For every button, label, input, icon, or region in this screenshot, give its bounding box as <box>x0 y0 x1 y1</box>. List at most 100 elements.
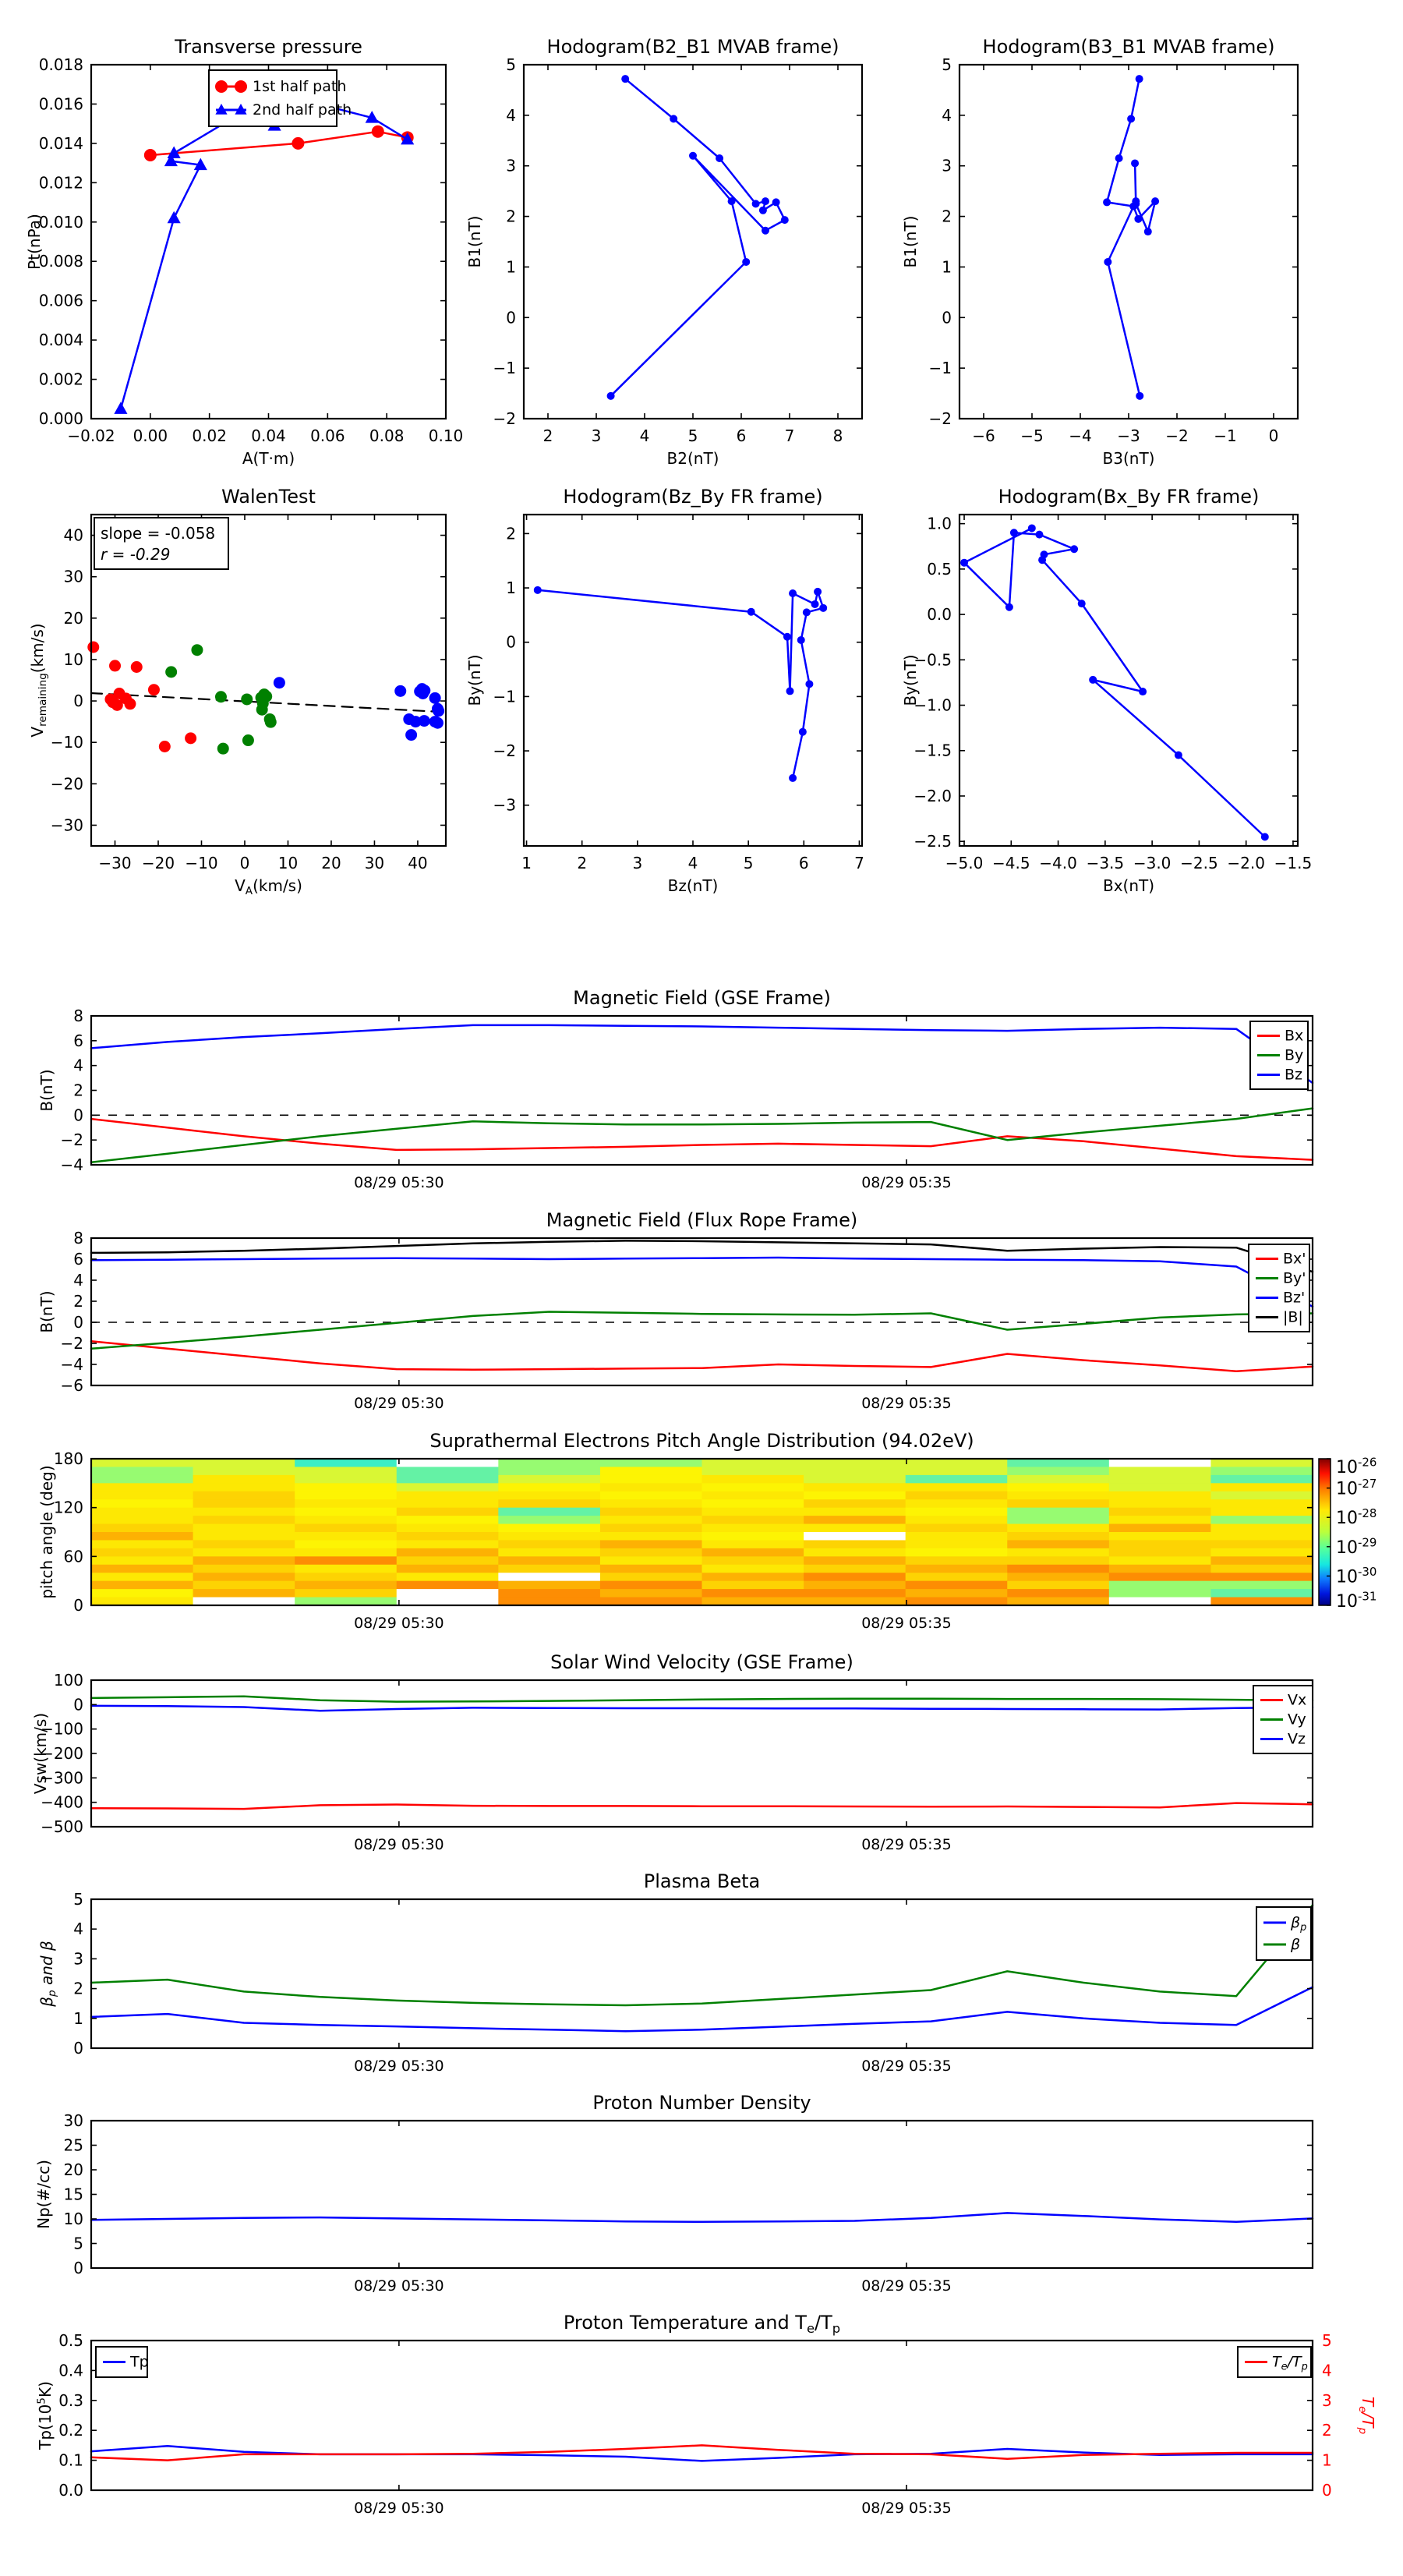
marker-dot <box>431 717 444 729</box>
x-tick-label: 4 <box>688 854 698 872</box>
y-axis-label: B1(nT) <box>465 216 484 268</box>
panel-proton-temp: 08/29 05:30 08/29 05:35 0.0 0.1 0.2 0.3 0.4 0.5… <box>35 2312 1377 2517</box>
heatmap-cell <box>1007 1523 1110 1533</box>
heatmap-cell <box>1210 1491 1313 1500</box>
y-tick-label: 40 <box>64 526 83 545</box>
y-tick-label: 0 <box>942 308 952 327</box>
marker-dot <box>606 391 615 400</box>
heatmap-cell <box>498 1467 601 1476</box>
panel-title: Suprathermal Electrons Pitch Angle Distr… <box>429 1430 974 1452</box>
heatmap-cell <box>295 1483 398 1492</box>
heatmap-cell <box>804 1597 906 1606</box>
series-B2_B1 <box>610 77 786 398</box>
y-tick-label: 10 <box>64 2210 83 2228</box>
panel-sw-velocity: 08/29 05:30 08/29 05:35 −500 −400 −300 −200 −1… <box>31 1651 1314 1853</box>
y-tick-label: 4 <box>73 1271 83 1290</box>
x-tick-label: −5.0 <box>945 854 984 872</box>
colorbar-label: 10-29 <box>1336 1535 1376 1557</box>
heatmap-cell <box>599 1483 702 1492</box>
marker-triangle <box>164 154 178 167</box>
legend-label: By' <box>1283 1270 1306 1287</box>
y-tick-label: 15 <box>64 2185 83 2204</box>
series-Bz_By <box>536 589 825 780</box>
x-tick-label: 6 <box>799 854 809 872</box>
y-tick-label: 0.000 <box>39 409 83 428</box>
heatmap-cell <box>1108 1540 1211 1549</box>
heatmap-cell <box>1210 1507 1313 1516</box>
marker-triangle <box>193 157 207 171</box>
y-tick-label: −1.0 <box>914 696 952 715</box>
marker-dot <box>960 558 969 567</box>
marker-dot <box>1103 198 1111 207</box>
y-tick-label: −1 <box>493 359 516 377</box>
heatmap-cell <box>396 1564 499 1573</box>
marker-dot <box>217 742 229 755</box>
marker-triangle <box>235 104 247 115</box>
annotation-box <box>94 517 229 570</box>
y-tick-label: 0.1 <box>58 2451 83 2470</box>
marker-dot <box>242 734 254 747</box>
y-tick-label: 1 <box>942 257 952 276</box>
panel-title: Solar Wind Velocity (GSE Frame) <box>550 1651 853 1673</box>
heatmap-cell <box>905 1580 1008 1590</box>
heatmap-cell <box>599 1467 702 1476</box>
heatmap-cell <box>295 1523 398 1533</box>
heatmap-cell <box>498 1459 601 1467</box>
heatmap-cell <box>498 1597 601 1606</box>
axes-frame <box>90 1237 1314 1387</box>
marker-dot <box>621 75 630 83</box>
heatmap-cell <box>599 1523 702 1533</box>
marker-dot <box>798 727 807 736</box>
x-tick-label: 4 <box>640 426 650 445</box>
marker-dot <box>533 586 542 594</box>
marker-dot <box>670 115 678 123</box>
heatmap-cell <box>396 1467 499 1476</box>
legend-label: Vy <box>1288 1711 1306 1729</box>
right-y-tick-label: 4 <box>1322 2361 1332 2380</box>
annotation-line: r = -0.29 <box>101 545 170 564</box>
y-tick-label: 2 <box>73 1292 83 1311</box>
heatmap-cell <box>193 1548 295 1557</box>
x-tick-label: −0.02 <box>67 426 115 445</box>
marker-dot <box>1035 530 1044 539</box>
marker-dot <box>762 226 769 235</box>
panel-title: Magnetic Field (Flux Rope Frame) <box>546 1209 857 1231</box>
x-tick-label: −10 <box>185 854 217 872</box>
series-fit <box>90 692 447 713</box>
legend-label: |B| <box>1283 1309 1303 1326</box>
y-tick-label: −1 <box>929 359 952 377</box>
heatmap-cell <box>91 1573 194 1582</box>
marker-dot <box>742 257 751 266</box>
y-axis-label: B(nT) <box>37 1069 56 1111</box>
heatmap-cell <box>295 1540 398 1549</box>
y-tick-label: 60 <box>64 1547 83 1566</box>
legend-label: β <box>1290 1936 1300 1953</box>
heatmap-cell <box>91 1556 194 1566</box>
heatmap-cell <box>91 1474 194 1484</box>
y-tick-label: 120 <box>54 1499 83 1517</box>
heatmap-cell <box>295 1564 398 1573</box>
y-tick-label: 0.010 <box>39 213 83 232</box>
heatmap-cell <box>1210 1556 1313 1566</box>
marker-dot <box>814 587 822 596</box>
heatmap-cell <box>91 1483 194 1492</box>
y-tick-label: 0.5 <box>927 560 952 579</box>
marker-triangle <box>401 132 415 145</box>
heatmap-cell <box>905 1532 1008 1541</box>
y-tick-label: −2.5 <box>914 832 952 851</box>
legend-label: Vx <box>1288 1692 1306 1709</box>
marker-dot <box>264 716 277 728</box>
heatmap-cell <box>804 1580 906 1590</box>
heatmap-cell <box>91 1491 194 1500</box>
x-tick-label: 08/29 05:35 <box>861 2500 952 2517</box>
heatmap-cell <box>599 1548 702 1557</box>
series-Bz' <box>90 1256 1314 1308</box>
marker-dot <box>405 729 418 741</box>
marker-dot <box>789 773 797 782</box>
y-tick-label: 10 <box>64 650 83 669</box>
heatmap-cell <box>1007 1459 1110 1467</box>
panel-title: Plasma Beta <box>644 1870 760 1892</box>
y-tick-label: −300 <box>41 1768 83 1787</box>
y-tick-label: 1.0 <box>927 515 952 533</box>
y-tick-label: 3 <box>73 1949 83 1968</box>
